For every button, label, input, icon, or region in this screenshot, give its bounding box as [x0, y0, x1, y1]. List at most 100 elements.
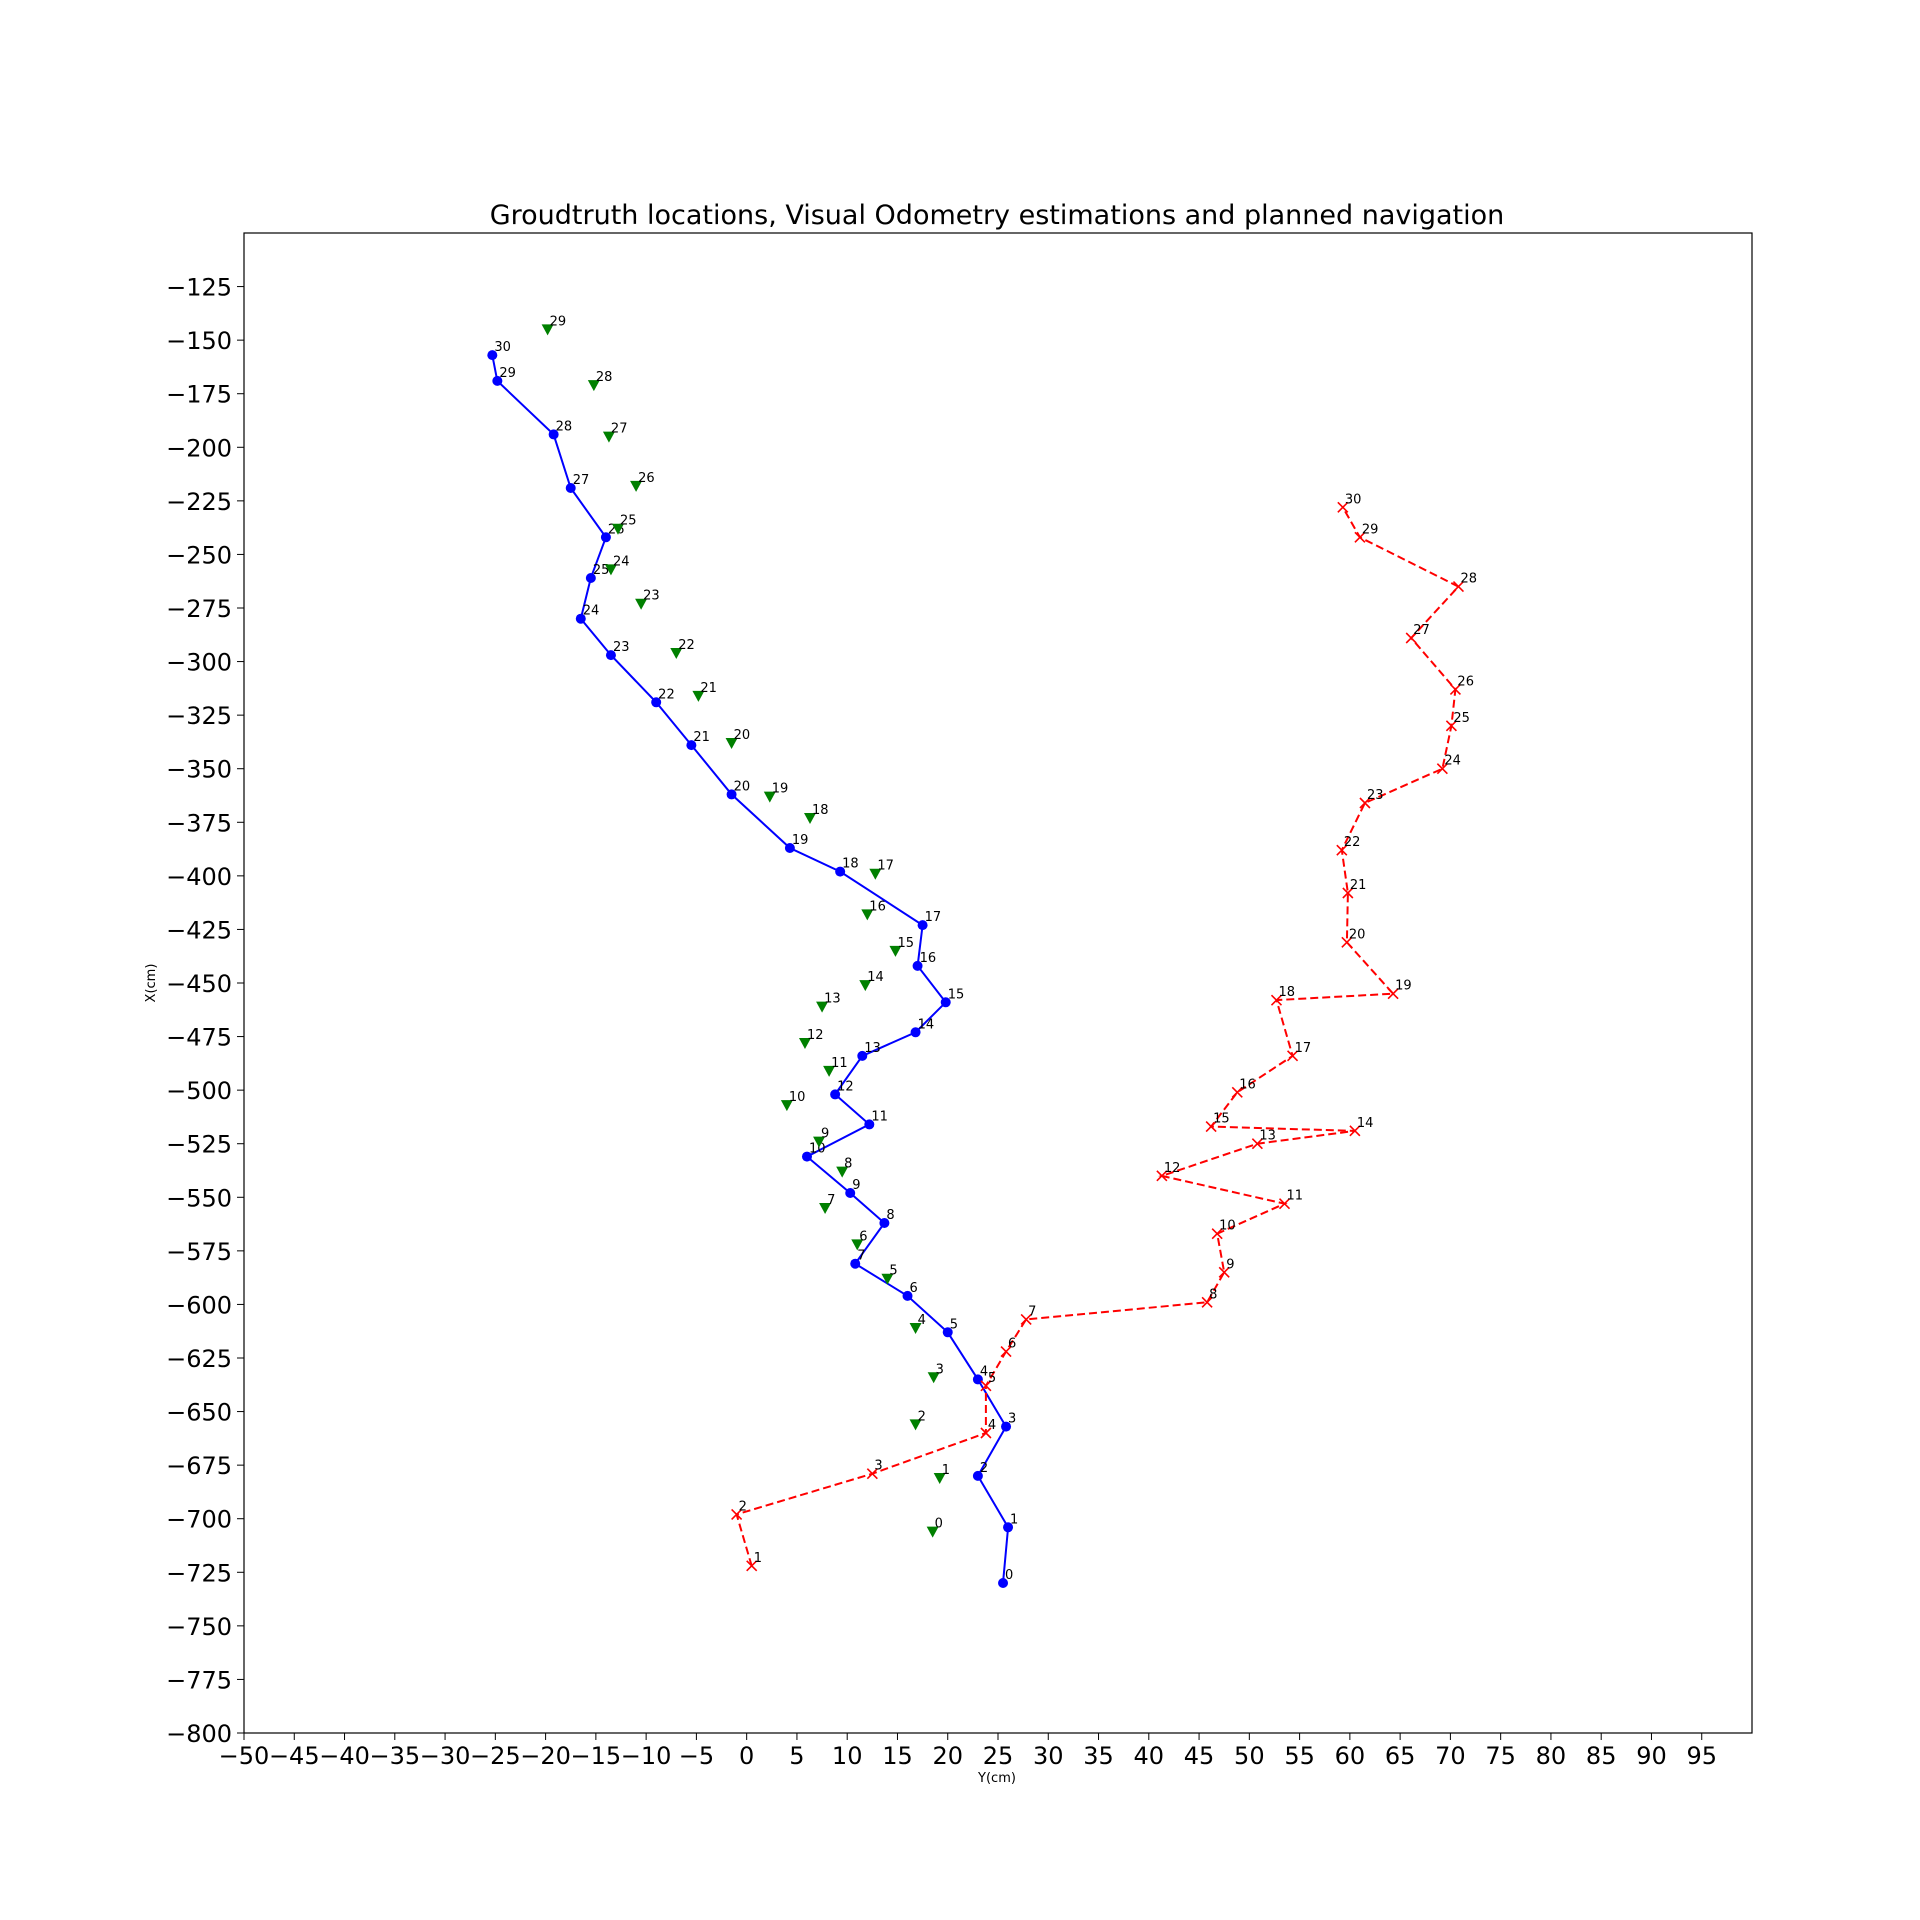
x-tick-label: 70 [1435, 1742, 1466, 1770]
x-tick-label: 80 [1536, 1742, 1567, 1770]
red-point-label: 15 [1213, 1112, 1230, 1127]
green-point-label: 27 [611, 422, 628, 437]
x-tick-label: 90 [1636, 1742, 1667, 1770]
y-tick-label: −375 [166, 809, 232, 837]
y-axis-label: X(cm) [144, 964, 159, 1003]
blue-point [686, 740, 697, 751]
blue-point-label: 15 [948, 987, 965, 1002]
red-point-label: 1 [754, 1551, 762, 1566]
y-tick-label: −450 [166, 970, 232, 998]
green-point-label: 12 [807, 1028, 824, 1043]
green-point-label: 2 [918, 1409, 926, 1424]
x-tick-label: 60 [1335, 1742, 1366, 1770]
blue-point-label: 19 [792, 833, 809, 848]
green-point-label: 18 [812, 803, 829, 818]
red-point [980, 1380, 992, 1392]
green-point-label: 28 [596, 370, 613, 385]
y-tick-label: −400 [166, 863, 232, 891]
red-point-label: 26 [1457, 674, 1474, 689]
red-point [1449, 683, 1461, 695]
green-point [604, 564, 617, 576]
blue-point-label: 30 [494, 340, 511, 355]
x-tick-label: 55 [1284, 1742, 1315, 1770]
x-axis-ticks: −50 −45 −40 −35 −30 −25 −20 −15 −10 −5 0 5 10 15 20 25 3… [219, 1733, 1717, 1770]
red-point-label: 21 [1350, 878, 1367, 893]
red-point [1205, 1121, 1217, 1133]
blue-point-label: 27 [573, 473, 590, 488]
red-point [1286, 1050, 1299, 1062]
red-point [1000, 1346, 1012, 1358]
green-point-label: 21 [700, 681, 717, 696]
blue-point [972, 1374, 983, 1385]
blue-point-label: 1 [1010, 1512, 1018, 1527]
blue-point-label: 17 [925, 910, 942, 925]
x-tick-label: 15 [882, 1742, 913, 1770]
red-point [1341, 936, 1353, 948]
blue-point [801, 1151, 812, 1162]
red-point-label: 13 [1259, 1129, 1276, 1144]
green-point-label: 17 [877, 859, 894, 874]
red-point-label: 11 [1287, 1189, 1304, 1204]
red-point-label: 22 [1344, 835, 1361, 850]
y-tick-label: −700 [166, 1506, 232, 1534]
red-point-label: 20 [1349, 927, 1366, 942]
y-tick-label: −600 [166, 1291, 232, 1319]
blue-point [998, 1578, 1009, 1588]
red-point [1337, 501, 1349, 513]
green-point-label: 13 [824, 992, 841, 1007]
x-tick-label: 0 [739, 1742, 754, 1770]
green-point [541, 324, 554, 336]
blue-point-label: 7 [857, 1249, 865, 1264]
red-point [1452, 581, 1465, 593]
red-point [1342, 887, 1354, 899]
red-point-label: 14 [1357, 1116, 1374, 1131]
blue-point [487, 350, 498, 361]
y-tick-label: −350 [166, 756, 232, 784]
green-point [670, 648, 683, 659]
green-point-label: 10 [789, 1090, 806, 1105]
blue-point [864, 1119, 875, 1130]
green-point [889, 945, 902, 957]
x-tick-label: 85 [1586, 1742, 1617, 1770]
blue-point [830, 1089, 841, 1100]
series-green: 0123456789101112131415161718192021222324… [541, 314, 950, 1538]
green-point-label: 23 [643, 589, 660, 604]
green-point-label: 19 [772, 782, 789, 797]
y-tick-label: −300 [166, 649, 232, 677]
green-point [780, 1100, 793, 1112]
blue-point [565, 483, 576, 493]
green-point [823, 1065, 836, 1077]
green-point [933, 1473, 946, 1484]
x-tick-label: −45 [269, 1742, 320, 1770]
green-point-label: 26 [638, 471, 655, 486]
red-point [1436, 763, 1448, 775]
red-point [1336, 844, 1348, 856]
blue-point [917, 920, 928, 931]
blue-point-label: 29 [499, 366, 516, 381]
blue-point-label: 4 [980, 1364, 988, 1379]
x-tick-label: −5 [679, 1742, 714, 1770]
y-tick-label: −675 [166, 1452, 232, 1480]
red-point [980, 1427, 992, 1439]
red-point [746, 1560, 758, 1572]
red-point-label: 30 [1345, 492, 1362, 507]
red-point-label: 4 [988, 1418, 996, 1433]
x-tick-label: −25 [470, 1742, 521, 1770]
x-tick-label: −50 [219, 1742, 270, 1770]
red-point-label: 19 [1395, 979, 1412, 994]
green-point [927, 1372, 940, 1384]
x-tick-label: 45 [1184, 1742, 1215, 1770]
y-tick-label: −575 [166, 1238, 232, 1266]
blue-point-label: 20 [734, 779, 751, 794]
red-point-label: 24 [1444, 754, 1461, 769]
y-tick-label: −550 [166, 1184, 232, 1212]
green-point [859, 980, 872, 992]
plot-frame [243, 232, 1753, 1734]
blue-point-label: 5 [950, 1317, 958, 1332]
y-tick-label: −125 [166, 274, 232, 302]
green-point-label: 7 [827, 1193, 835, 1208]
plot-series: 0123456789101112131415161718192021222324… [487, 314, 1477, 1588]
x-tick-label: −35 [369, 1742, 420, 1770]
blue-point [651, 697, 662, 708]
